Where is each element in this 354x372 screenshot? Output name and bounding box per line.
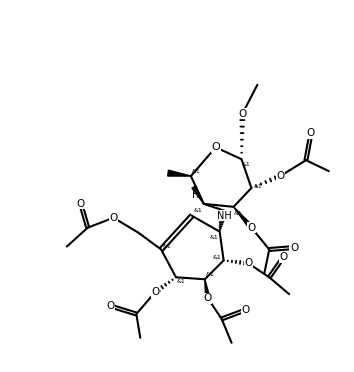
Text: &1: &1 (205, 272, 214, 277)
Text: &1: &1 (254, 183, 263, 189)
Text: &1: &1 (163, 244, 171, 249)
Text: O: O (107, 301, 115, 311)
Text: O: O (204, 293, 212, 303)
Polygon shape (234, 207, 253, 229)
Text: O: O (241, 305, 250, 315)
Text: O: O (279, 253, 287, 262)
Text: O: O (211, 142, 220, 152)
Text: &1: &1 (177, 279, 185, 284)
Text: O: O (307, 128, 315, 138)
Text: O: O (151, 287, 159, 297)
Text: O: O (290, 243, 298, 253)
Text: O: O (76, 199, 85, 209)
Text: NH: NH (217, 211, 232, 221)
Text: &1: &1 (242, 162, 251, 167)
Text: &1: &1 (193, 208, 202, 213)
Text: O: O (109, 213, 118, 223)
Text: H: H (192, 190, 200, 200)
Polygon shape (192, 186, 204, 204)
Text: &1: &1 (209, 235, 218, 240)
Text: O: O (238, 109, 247, 119)
Polygon shape (168, 170, 191, 176)
Text: O: O (276, 171, 284, 181)
Text: O: O (244, 259, 252, 268)
Text: &1: &1 (212, 255, 221, 260)
Text: &1: &1 (192, 169, 200, 174)
Text: &1: &1 (233, 211, 242, 216)
Text: O: O (247, 223, 256, 232)
Polygon shape (205, 279, 210, 298)
